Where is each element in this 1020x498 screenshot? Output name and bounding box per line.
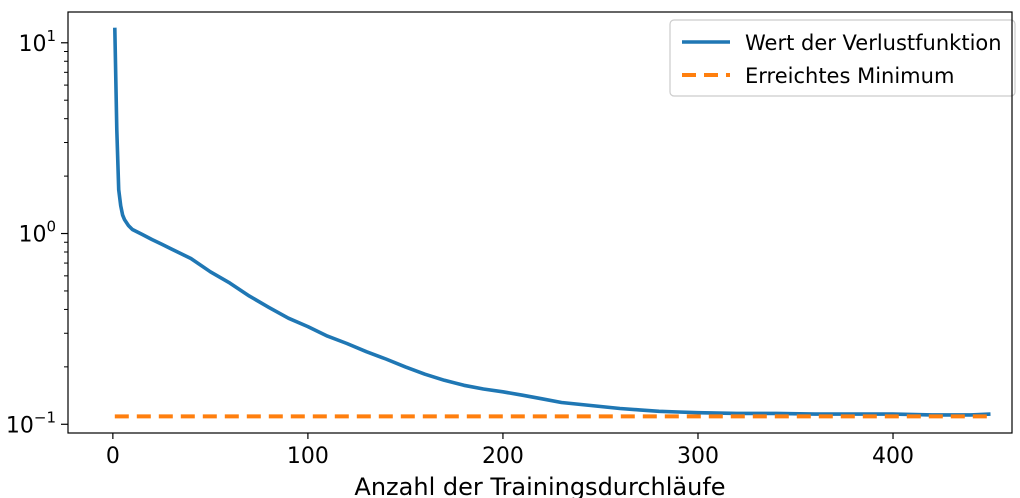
plot-area [113,27,991,419]
legend-label-2: Erreichtes Minimum [745,64,954,88]
x-tick-label: 400 [872,444,914,469]
x-tick-label: 100 [287,444,329,469]
x-axis: 0 100 200 300 400 [106,433,914,469]
x-tick-label: 300 [677,444,719,469]
y-tick-label: 101 [18,27,56,57]
series-line-1 [113,27,991,417]
legend: Wert der Verlustfunktion Erreichtes Minim… [669,19,1016,97]
x-tick-label: 200 [482,444,524,469]
y-tick-label: 100 [18,218,56,248]
plot-frame [67,11,1013,434]
y-axis: 10−1 100 101 [6,27,68,438]
legend-label-1: Wert der Verlustfunktion [745,31,1002,55]
y-tick-label: 10−1 [6,408,56,438]
legend-box [669,19,1016,97]
x-axis-label: Anzahl der Trainingsdurchläufe [354,473,725,498]
x-tick-label: 0 [106,444,120,469]
